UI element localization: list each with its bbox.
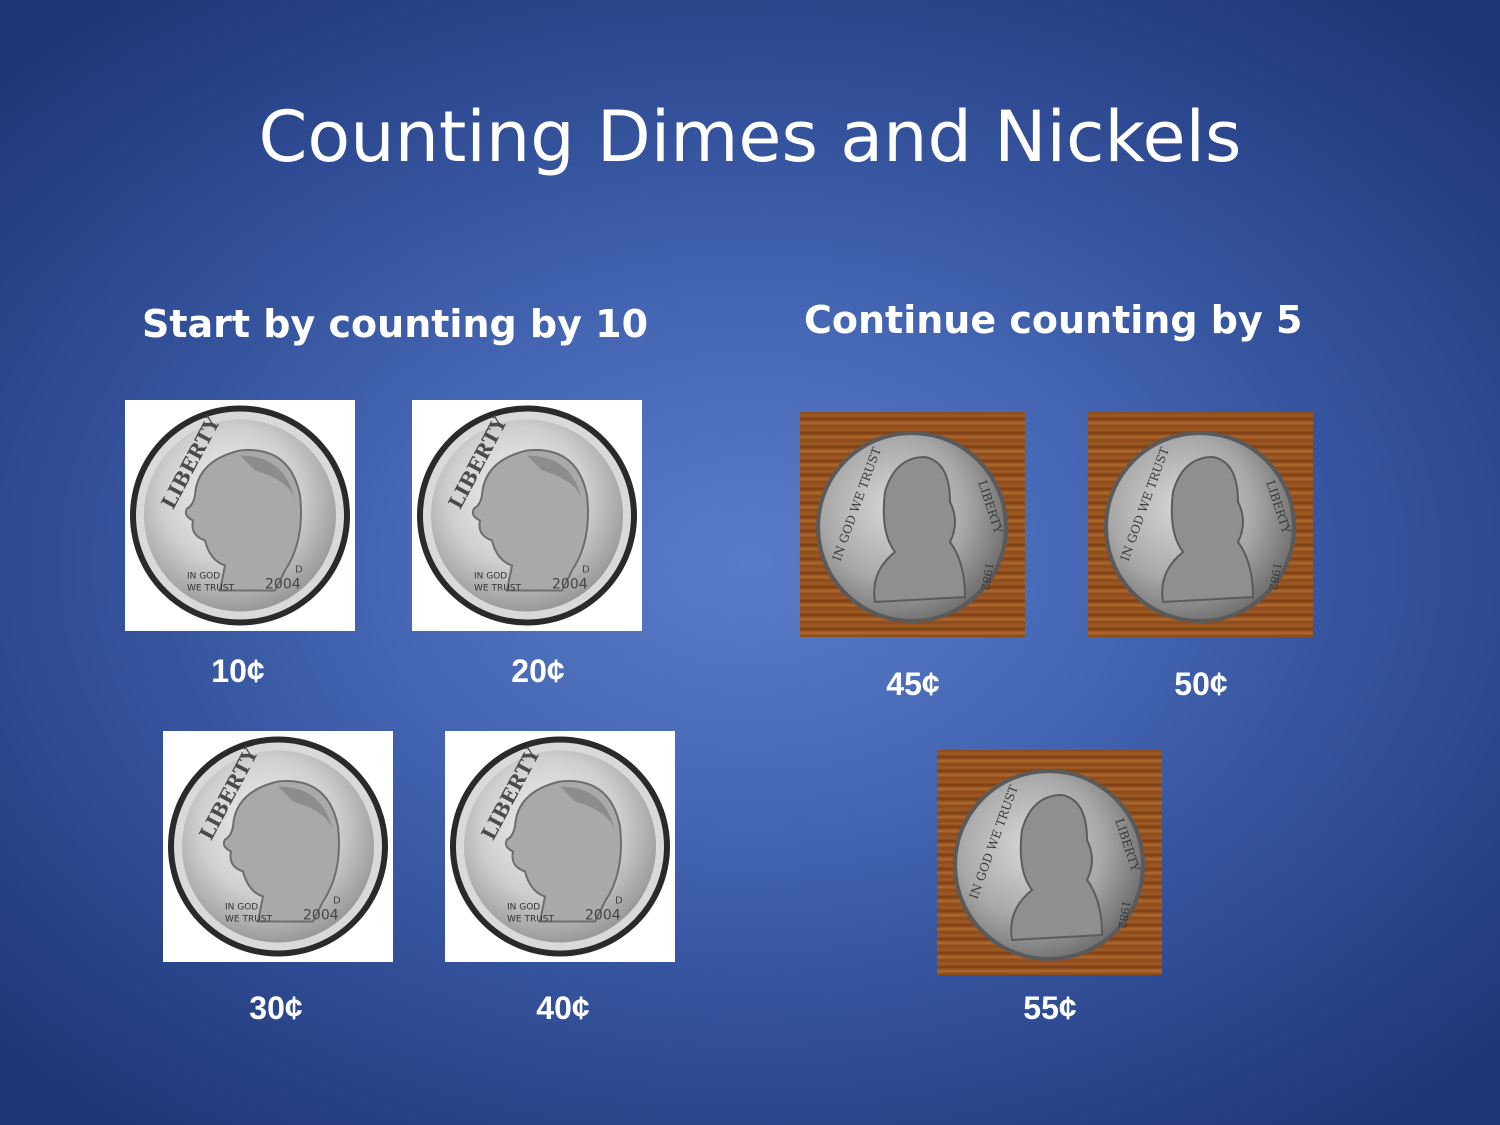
svg-text:WE TRUST: WE TRUST [225, 915, 272, 925]
dime-icon: LIBERTY IN GOD WE TRUST 2004 D [445, 731, 675, 962]
dime-amount-label: 40¢ [536, 990, 590, 1026]
dimes-heading: Start by counting by 10 [142, 302, 649, 346]
svg-text:1982: 1982 [978, 561, 996, 591]
svg-text:2004: 2004 [265, 577, 301, 593]
dime-amount-label: 10¢ [211, 653, 265, 689]
svg-text:D: D [295, 565, 303, 576]
dime-amount-label: 20¢ [511, 653, 565, 689]
nickel-icon: IN GOD WE TRUST LIBERTY 1982 [1088, 412, 1313, 637]
svg-text:D: D [333, 896, 341, 907]
svg-text:D: D [615, 896, 623, 907]
dime-amount-label: 30¢ [249, 990, 303, 1026]
svg-text:2004: 2004 [552, 577, 588, 593]
slide-title: Counting Dimes and Nickels [258, 96, 1242, 178]
svg-text:WE TRUST: WE TRUST [474, 584, 521, 594]
svg-text:D: D [582, 565, 590, 576]
svg-text:2004: 2004 [585, 908, 621, 924]
svg-text:IN GOD: IN GOD [507, 903, 540, 913]
svg-text:IN GOD: IN GOD [225, 903, 258, 913]
dime-icon: LIBERTY IN GOD WE TRUST 2004 D [163, 731, 393, 962]
svg-text:1982: 1982 [1266, 561, 1284, 591]
svg-text:2004: 2004 [303, 908, 339, 924]
svg-text:WE TRUST: WE TRUST [507, 915, 554, 925]
nickel-amount-label: 50¢ [1174, 666, 1228, 702]
nickels-heading: Continue counting by 5 [804, 298, 1303, 342]
dime-icon: LIBERTY IN GOD WE TRUST 2004 D [125, 400, 355, 631]
svg-text:IN GOD: IN GOD [187, 572, 220, 582]
svg-text:IN GOD: IN GOD [474, 572, 507, 582]
svg-text:WE TRUST: WE TRUST [187, 584, 234, 594]
nickel-amount-label: 45¢ [886, 666, 940, 702]
nickel-icon: IN GOD WE TRUST LIBERTY 1982 [800, 412, 1025, 637]
dime-icon: LIBERTY IN GOD WE TRUST 2004 D [412, 400, 642, 631]
nickel-amount-label: 55¢ [1023, 990, 1077, 1026]
svg-text:1982: 1982 [1115, 899, 1133, 929]
nickel-icon: IN GOD WE TRUST LIBERTY 1982 [937, 750, 1162, 975]
